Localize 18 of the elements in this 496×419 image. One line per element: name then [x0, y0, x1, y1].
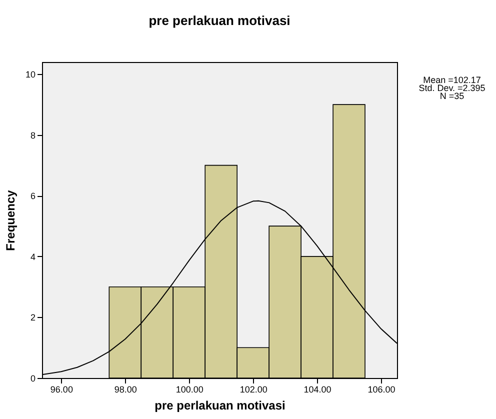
x-tick-label: 106.00: [368, 384, 396, 394]
y-tick-label: 10: [25, 70, 36, 80]
y-axis-title: Frequency: [3, 190, 18, 251]
x-tick-label: 96.00: [50, 384, 73, 394]
text: Mean =102.17: [423, 75, 481, 85]
x-axis-title: pre perlakuan motivasi: [154, 398, 286, 412]
y-tick-label: 8: [30, 130, 36, 140]
y-tick-label: 4: [30, 252, 36, 262]
chart-title: pre perlakuan motivasi: [148, 13, 290, 28]
x-tick-label: 100.00: [176, 384, 204, 394]
y-tick-label: 6: [30, 191, 36, 202]
x-tick-label: 104.00: [304, 384, 332, 394]
y-tick-label: 2: [30, 312, 36, 323]
y-tick-label: 0: [30, 374, 36, 384]
x-tick-label: 98.00: [114, 384, 137, 394]
x-tick-label: 102.00: [240, 384, 268, 394]
text: Std. Dev. =2.395: [418, 83, 486, 93]
text: N =35: [440, 91, 464, 101]
